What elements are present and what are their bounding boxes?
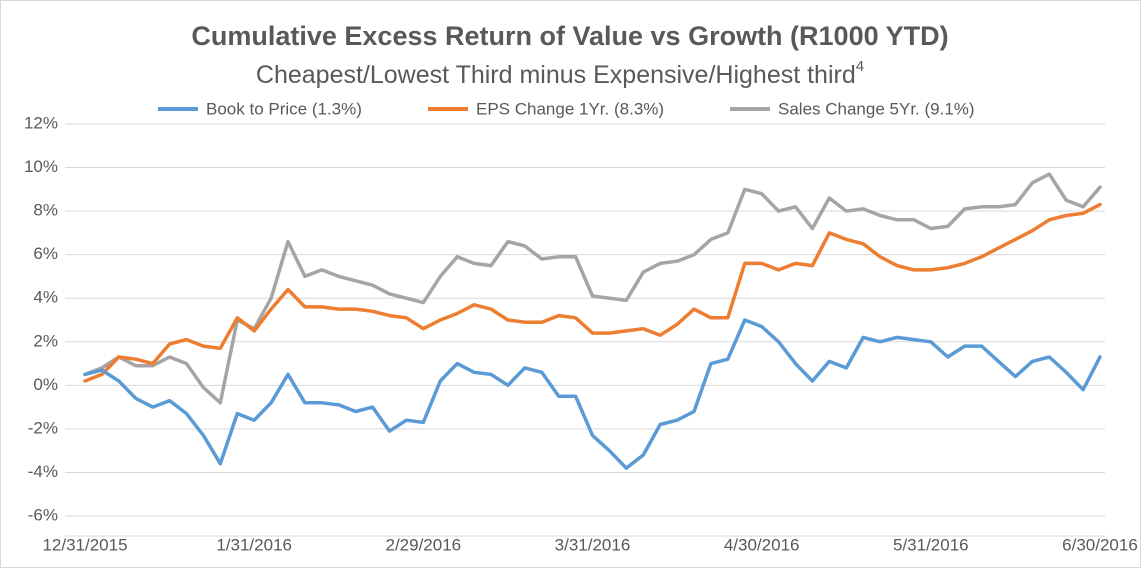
y-tick-label: 4% [33,288,58,307]
legend-label: Sales Change 5Yr. (9.1%) [778,99,975,118]
subtitle-note: 4 [856,58,864,75]
series-line [83,202,1102,383]
x-tick-label: 4/30/2016 [724,535,800,554]
x-tick-label: 1/31/2016 [216,535,292,554]
y-tick-label: 12% [24,113,58,132]
x-tick-label: 2/29/2016 [386,535,462,554]
y-tick-label: 0% [33,375,58,394]
legend-label: Book to Price (1.3%) [206,99,362,118]
chart-subtitle: Cheapest/Lowest Third minus Expensive/Hi… [256,58,864,89]
x-tick-label: 3/31/2016 [555,535,631,554]
x-tick-label: 12/31/2015 [42,535,127,554]
y-tick-label: 10% [24,157,58,176]
y-tick-label: -6% [28,505,58,524]
y-tick-label: -2% [28,418,58,437]
y-tick-label: 2% [33,331,58,350]
y-tick-label: 6% [33,244,58,263]
chart-title: Cumulative Excess Return of Value vs Gro… [191,21,948,51]
subtitle-text: Cheapest/Lowest Third minus Expensive/Hi… [256,61,856,89]
legend-label: EPS Change 1Yr. (8.3%) [476,99,664,118]
y-tick-label: 8% [33,201,58,220]
x-tick-label: 5/31/2016 [893,535,969,554]
x-tick-label: 6/30/2016 [1062,535,1138,554]
series-line [83,318,1102,470]
y-tick-label: -4% [28,462,58,481]
